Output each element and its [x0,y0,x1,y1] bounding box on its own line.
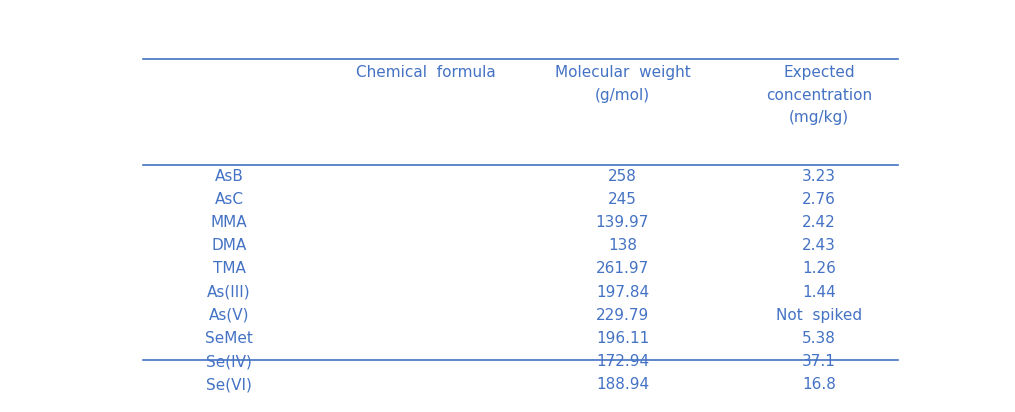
Text: 3.23: 3.23 [802,169,836,184]
Text: 245: 245 [608,192,636,207]
Text: As(III): As(III) [207,285,251,300]
Text: 258: 258 [608,169,636,184]
Text: 2.42: 2.42 [802,215,836,230]
Text: 188.94: 188.94 [596,377,649,392]
Text: Not  spiked: Not spiked [776,308,862,323]
Text: SeMet: SeMet [205,331,253,346]
Text: 1.26: 1.26 [802,262,836,276]
Text: MMA: MMA [211,215,248,230]
Text: 5.38: 5.38 [802,331,836,346]
Text: Molecular  weight
(g/mol): Molecular weight (g/mol) [554,66,690,103]
Text: 138: 138 [608,238,637,253]
Text: 2.76: 2.76 [802,192,836,207]
Text: 139.97: 139.97 [596,215,650,230]
Text: 196.11: 196.11 [596,331,649,346]
Text: 229.79: 229.79 [596,308,649,323]
Text: AsB: AsB [215,169,244,184]
Text: 172.94: 172.94 [596,354,649,369]
Text: Se(VI): Se(VI) [206,377,252,392]
Text: 1.44: 1.44 [802,285,836,300]
Text: 261.97: 261.97 [596,262,649,276]
Text: DMA: DMA [211,238,247,253]
Text: Expected
concentration
(mg/kg): Expected concentration (mg/kg) [766,66,872,125]
Text: 16.8: 16.8 [802,377,836,392]
Text: 37.1: 37.1 [802,354,836,369]
Text: AsC: AsC [214,192,244,207]
Text: As(V): As(V) [209,308,250,323]
Text: Chemical  formula: Chemical formula [356,66,495,80]
Text: 197.84: 197.84 [596,285,649,300]
Text: 2.43: 2.43 [802,238,836,253]
Text: TMA: TMA [213,262,246,276]
Text: Se(IV): Se(IV) [206,354,252,369]
